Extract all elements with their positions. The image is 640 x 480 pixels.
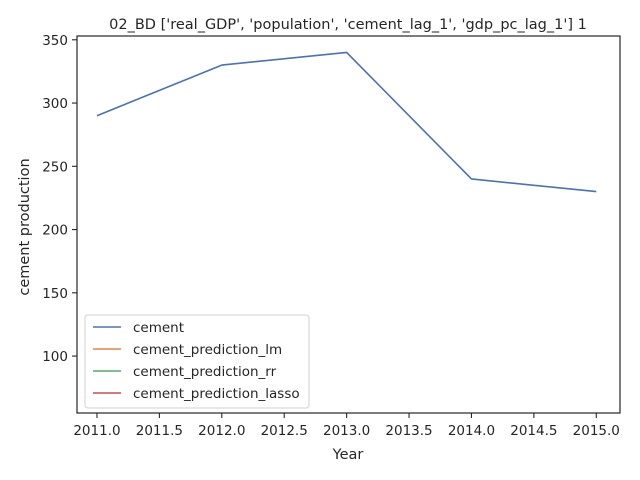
legend-box [84,314,310,409]
y-tick-label: 150 [42,286,68,302]
plot-area: 2011.0 2011.5 2012.0 2012.5 2013.0 2013.5 2014… [42,33,621,439]
y-tick-label: 300 [42,96,68,112]
x-tick-label: 2013.5 [385,423,432,439]
y-tick-label: 100 [42,349,68,365]
y-tick-label: 250 [42,159,68,175]
y-axis-label: cement production [17,158,33,295]
x-tick-label: 2013.0 [323,423,370,439]
x-tick-label: 2011.5 [136,423,183,439]
legend-label: cement [133,320,184,336]
series-line-cement [96,51,597,193]
y-tick-label: 200 [42,223,68,239]
x-tick-label: 2012.5 [261,423,308,439]
x-tick-label: 2011.0 [73,423,120,439]
legend-label: cement_prediction_lm [133,342,282,358]
x-tick-label: 2014.5 [510,423,557,439]
x-tick-label: 2015.0 [573,423,620,439]
legend-label: cement_prediction_lasso [133,386,300,402]
chart-title: 02_BD ['real_GDP', 'population', 'cement… [109,17,587,33]
y-tick-label: 350 [42,33,68,49]
axes-frame [76,35,621,414]
legend-label: cement_prediction_rr [133,364,277,380]
x-tick-label: 2012.0 [198,423,245,439]
x-tick-label: 2014.0 [448,423,495,439]
x-axis-label: Year [332,447,364,463]
